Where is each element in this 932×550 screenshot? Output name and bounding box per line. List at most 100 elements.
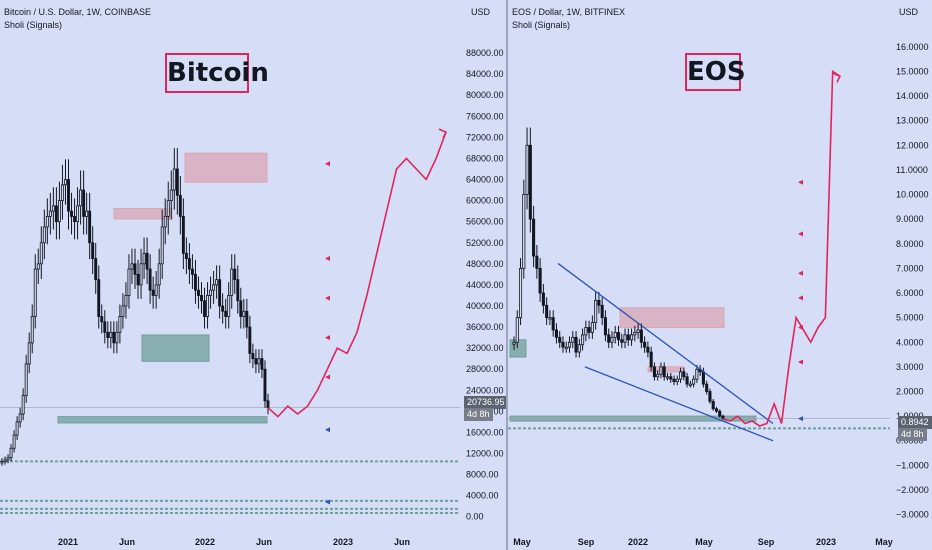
candle-body	[512, 341, 516, 345]
eos-chart-pane[interactable]: −3.0000−2.0000−1.00000.00001.00002.00003…	[508, 0, 932, 550]
candle-body	[118, 316, 122, 333]
candle-body	[567, 341, 572, 348]
candle-body	[239, 300, 243, 317]
candle-body	[711, 400, 715, 410]
resistance-zone	[184, 152, 268, 183]
candle-body	[522, 194, 526, 269]
time-tag: 4d 8h	[898, 428, 927, 441]
y-tick-label: 48000.00	[466, 259, 504, 269]
candle-body	[643, 341, 647, 348]
candle-body	[64, 179, 67, 186]
y-tick-label: 16000.00	[466, 427, 504, 437]
candle-body	[652, 366, 656, 378]
symbol-header[interactable]: Bitcoin / U.S. Dollar, 1W, COINBASE	[4, 7, 152, 17]
candle-body	[623, 334, 627, 343]
chart-label-eos: EOS	[685, 53, 746, 91]
currency-label: USD	[471, 7, 491, 17]
y-tick-label: −3.0000	[896, 510, 929, 520]
y-tick-label: 60000.00	[466, 196, 504, 206]
x-tick-label: 2021	[58, 537, 78, 547]
candle-body	[33, 268, 37, 317]
candle-body	[679, 371, 683, 380]
candle-body	[675, 378, 679, 383]
candle-body	[584, 327, 588, 336]
projection-path	[267, 131, 447, 418]
candle-body	[659, 366, 663, 375]
signal-marker	[798, 416, 803, 422]
candle-body	[109, 331, 113, 338]
candle-body	[708, 391, 712, 402]
candle-body	[260, 358, 264, 370]
candle-body	[139, 263, 143, 286]
x-tick-label: May	[695, 537, 713, 547]
candle-body	[538, 267, 542, 294]
y-tick-label: −2.0000	[896, 485, 929, 495]
candle-body	[115, 331, 119, 344]
candle-body	[67, 179, 70, 212]
candle-body	[541, 292, 545, 306]
symbol-header[interactable]: EOS / Dollar, 1W, BITFINEX	[512, 7, 626, 17]
candle-body	[21, 395, 25, 415]
indicator-label[interactable]: Sholi (Signals)	[4, 20, 63, 30]
bitcoin-chart-svg[interactable]: 0.004000.008000.0012000.0016000.0020000.…	[0, 0, 506, 550]
candle-body	[112, 331, 116, 344]
time-tag: 4d 8h	[464, 408, 493, 421]
candle-body	[551, 317, 555, 331]
signal-marker	[325, 374, 330, 380]
y-tick-label: 7.0000	[896, 263, 924, 273]
candle-body	[548, 317, 552, 320]
candle-body	[57, 200, 61, 223]
candle-body	[172, 168, 176, 191]
currency-label: USD	[899, 7, 919, 17]
y-tick-label: 8000.00	[466, 470, 499, 480]
y-tick-label: 44000.00	[466, 280, 504, 290]
y-tick-label: 2.0000	[896, 386, 924, 396]
candle-body	[209, 289, 213, 296]
candle-body	[100, 316, 104, 323]
y-tick-label: 88000.00	[466, 48, 504, 58]
y-tick-label: 14.0000	[896, 91, 929, 101]
candle-body	[166, 200, 170, 217]
x-tick-label: Jun	[119, 537, 135, 547]
candle-body	[610, 336, 614, 343]
signal-marker	[798, 179, 803, 185]
candle-body	[203, 300, 206, 317]
candle-body	[3, 459, 7, 462]
eos-chart-svg[interactable]: −3.0000−2.0000−1.00000.00001.00002.00003…	[508, 0, 932, 550]
candle-body	[12, 434, 16, 449]
pane-divider[interactable]	[506, 0, 508, 550]
candle-body	[184, 252, 188, 259]
candle-body	[574, 336, 578, 353]
x-tick-label: Sep	[758, 537, 775, 547]
bitcoin-chart-pane[interactable]: 0.004000.008000.0012000.0016000.0020000.…	[0, 0, 508, 550]
y-tick-label: 13.0000	[896, 116, 929, 126]
candle-body	[178, 194, 182, 217]
candle-body	[613, 332, 617, 338]
price-tag: 0.8942	[898, 416, 932, 429]
y-tick-label: 76000.00	[466, 111, 504, 121]
x-tick-label: Jun	[256, 537, 272, 547]
candle-body	[248, 326, 252, 354]
candle-body	[51, 205, 55, 212]
y-tick-label: 64000.00	[466, 175, 504, 185]
signal-marker	[325, 295, 330, 301]
candle-body	[60, 184, 64, 202]
x-tick-label: 2022	[195, 537, 215, 547]
signal-marker	[325, 161, 330, 167]
candle-body	[682, 371, 686, 378]
candle-body	[535, 255, 539, 269]
candle-body	[70, 210, 73, 217]
candle-body	[181, 216, 185, 254]
y-tick-label: 40000.00	[466, 301, 504, 311]
candle-body	[88, 210, 92, 244]
candle-body	[221, 305, 225, 312]
y-tick-label: 52000.00	[466, 238, 504, 248]
signal-marker	[798, 359, 803, 365]
y-tick-label: 16.0000	[896, 42, 929, 52]
indicator-label[interactable]: Sholi (Signals)	[512, 20, 571, 30]
candle-body	[571, 336, 575, 343]
signal-marker	[798, 231, 803, 237]
candle-body	[242, 310, 246, 317]
candle-body	[669, 376, 673, 380]
candle-body	[581, 334, 585, 346]
